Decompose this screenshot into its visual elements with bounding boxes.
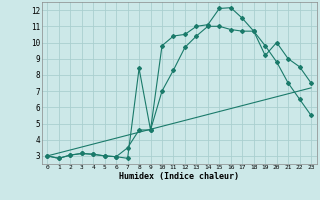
X-axis label: Humidex (Indice chaleur): Humidex (Indice chaleur) [119, 172, 239, 181]
